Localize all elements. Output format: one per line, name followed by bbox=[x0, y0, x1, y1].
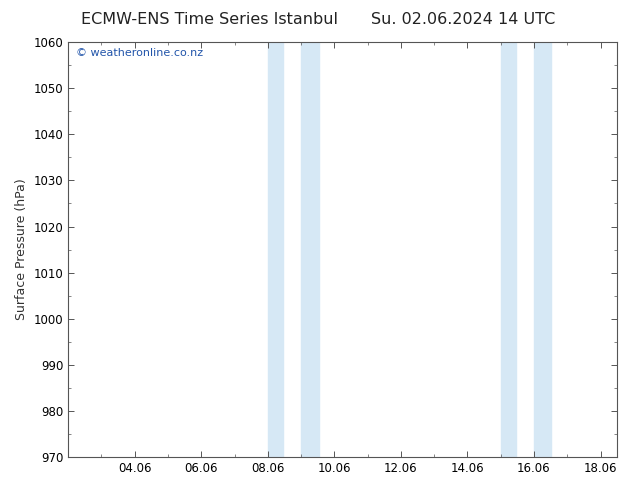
Bar bbox=[301, 42, 320, 457]
Bar bbox=[534, 42, 550, 457]
Text: © weatheronline.co.nz: © weatheronline.co.nz bbox=[77, 49, 204, 58]
Bar bbox=[501, 42, 515, 457]
Text: Su. 02.06.2024 14 UTC: Su. 02.06.2024 14 UTC bbox=[371, 12, 555, 27]
Text: ECMW-ENS Time Series Istanbul: ECMW-ENS Time Series Istanbul bbox=[81, 12, 338, 27]
Bar bbox=[268, 42, 283, 457]
Y-axis label: Surface Pressure (hPa): Surface Pressure (hPa) bbox=[15, 179, 28, 320]
